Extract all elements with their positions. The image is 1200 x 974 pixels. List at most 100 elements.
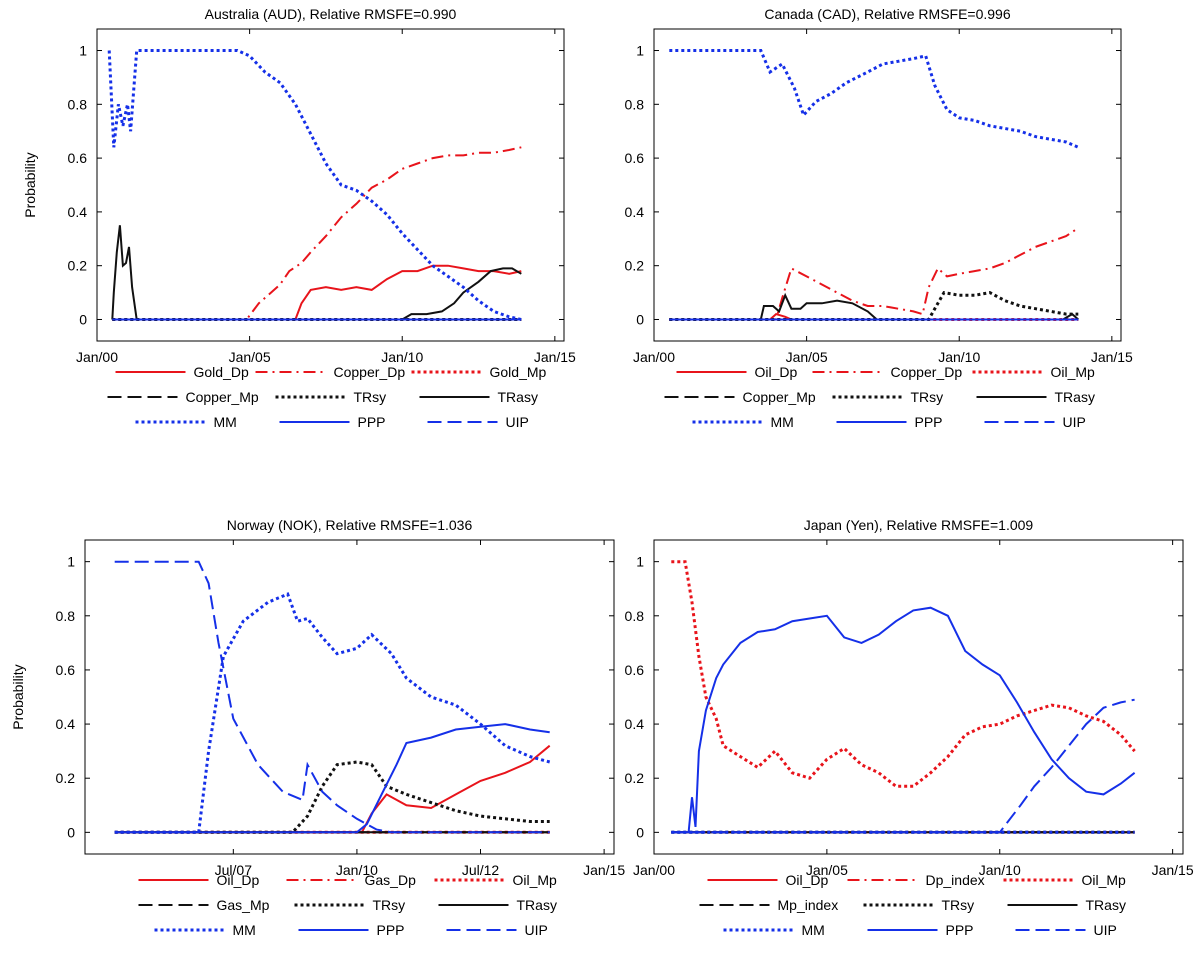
x-tick-label: Jan/00	[633, 349, 675, 365]
series-line-trasy	[669, 292, 1079, 321]
series-line-mm	[114, 592, 551, 834]
legend-label: Gold_Mp	[490, 364, 547, 380]
x-tick-label: Jan/10	[336, 862, 378, 878]
legend-label: Gold_Dp	[194, 364, 249, 380]
x-tick-label: Jan/10	[979, 862, 1021, 878]
legend-label: PPP	[946, 922, 974, 938]
legend-label: Oil_Mp	[1082, 872, 1127, 888]
y-tick-label: 0.8	[68, 96, 88, 112]
x-tick-label: Jul/07	[215, 862, 253, 878]
series-line-trasy	[111, 225, 522, 321]
y-tick-label: 0.4	[56, 716, 76, 732]
chart-panel-1: Australia (AUD), Relative RMSFE=0.990 Pro…	[22, 6, 576, 430]
y-tick-label: 1	[636, 43, 644, 59]
plot-frame	[653, 539, 1184, 855]
legend-label: TRsy	[373, 897, 406, 913]
y-tick-label: 1	[67, 554, 75, 570]
legend-label: UIP	[525, 922, 548, 938]
legend-label: MM	[233, 922, 256, 938]
y-tick-label: 1	[636, 554, 644, 570]
y-tick-label: 0.4	[625, 716, 645, 732]
x-tick-label: Jan/00	[633, 862, 675, 878]
x-tick-label: Jan/05	[806, 862, 848, 878]
legend-label: Copper_Mp	[186, 389, 259, 405]
y-tick-label: 0.2	[68, 258, 88, 274]
y-tick-label: 0	[67, 824, 75, 840]
y-tick-label: 0.8	[625, 608, 645, 624]
series-line-mm	[107, 49, 522, 321]
legend-label: Gas_Dp	[365, 872, 417, 888]
legend-label: Copper_Dp	[334, 364, 406, 380]
legend-label: TRasy	[1055, 389, 1095, 405]
x-tick-label: Jan/15	[583, 862, 625, 878]
y-tick-label: 0.6	[625, 662, 645, 678]
series-line-ppp	[114, 723, 550, 834]
legend-label: UIP	[1063, 414, 1086, 430]
legend: Gold_Dp Copper_Dp Gold_Mp Copper_Mp TRsy TRas…	[107, 364, 547, 430]
legend-label: MM	[771, 414, 794, 430]
y-axis-label: Probability	[10, 664, 26, 729]
series-line-copper-dp	[669, 227, 1079, 321]
series-line-uip	[671, 698, 1135, 834]
legend-label: Copper_Dp	[891, 364, 963, 380]
y-tick-label: 0.4	[625, 204, 645, 220]
legend-label: MM	[214, 414, 237, 430]
legend-label: Mp_index	[778, 897, 839, 913]
chart-title: Norway (NOK), Relative RMSFE=1.036	[227, 517, 473, 533]
legend-label: TRasy	[517, 897, 557, 913]
chart-panel-3: Norway (NOK), Relative RMSFE=1.036 Probab…	[10, 517, 625, 938]
y-tick-label: 0.6	[56, 662, 76, 678]
x-tick-label: Jan/10	[938, 349, 980, 365]
series-line-oil-dp	[114, 744, 551, 834]
legend-label: MM	[802, 922, 825, 938]
y-axis-label: Probability	[22, 152, 38, 217]
legend-label: Oil_Mp	[1051, 364, 1096, 380]
chart-panel-2: Canada (CAD), Relative RMSFE=0.996 0 0.2 0.…	[625, 6, 1134, 430]
legend-label: Oil_Dp	[755, 364, 798, 380]
y-tick-label: 0.8	[56, 608, 76, 624]
legend-label: Oil_Dp	[786, 872, 829, 888]
x-tick-label: Jan/00	[76, 349, 118, 365]
x-tick-label: Jan/15	[1152, 862, 1194, 878]
legend-label: Gas_Mp	[217, 897, 270, 913]
series-line-uip	[114, 560, 550, 834]
legend: Oil_Dp Dp_index Oil_Mp Mp_index TRsy TRasy MM P…	[699, 872, 1127, 938]
series-line-gold-dp	[112, 264, 522, 321]
legend-label: TRsy	[911, 389, 944, 405]
legend-label: UIP	[506, 414, 529, 430]
x-tick-label: Jan/05	[229, 349, 271, 365]
series-line-copper-dp	[112, 146, 522, 321]
y-tick-label: 0.6	[625, 150, 645, 166]
series-line-mm	[669, 49, 1079, 149]
series-line-trsy	[669, 290, 1079, 321]
legend-label: PPP	[358, 414, 386, 430]
chart-title: Japan (Yen), Relative RMSFE=1.009	[804, 517, 1034, 533]
legend: Oil_Dp Copper_Dp Oil_Mp Copper_Mp TRsy TRasy M…	[664, 364, 1096, 430]
y-tick-label: 0	[636, 311, 644, 327]
legend-label: Copper_Mp	[743, 389, 816, 405]
x-tick-label: Jan/05	[786, 349, 828, 365]
legend-label: Dp_index	[926, 872, 985, 888]
series-line-ppp	[671, 606, 1136, 834]
legend-label: PPP	[377, 922, 405, 938]
legend-label: TRasy	[498, 389, 538, 405]
y-tick-label: 0.2	[56, 770, 76, 786]
plot-frame	[96, 28, 565, 342]
chart-title: Australia (AUD), Relative RMSFE=0.990	[205, 6, 457, 22]
series-line-trsy	[114, 760, 550, 834]
plot-frame	[653, 28, 1122, 342]
x-tick-label: Jul/12	[462, 862, 500, 878]
x-tick-label: Jan/10	[381, 349, 423, 365]
y-tick-label: 0	[79, 311, 87, 327]
legend-label: UIP	[1094, 922, 1117, 938]
plot-frame	[84, 539, 615, 855]
chart-panel-4: Japan (Yen), Relative RMSFE=1.009 0 0.2 0.4…	[625, 517, 1194, 938]
legend-label: PPP	[915, 414, 943, 430]
x-tick-label: Jan/15	[1091, 349, 1133, 365]
y-tick-label: 0.8	[625, 96, 645, 112]
y-tick-label: 0.2	[625, 258, 645, 274]
legend-label: TRasy	[1086, 897, 1126, 913]
y-tick-label: 0	[636, 824, 644, 840]
